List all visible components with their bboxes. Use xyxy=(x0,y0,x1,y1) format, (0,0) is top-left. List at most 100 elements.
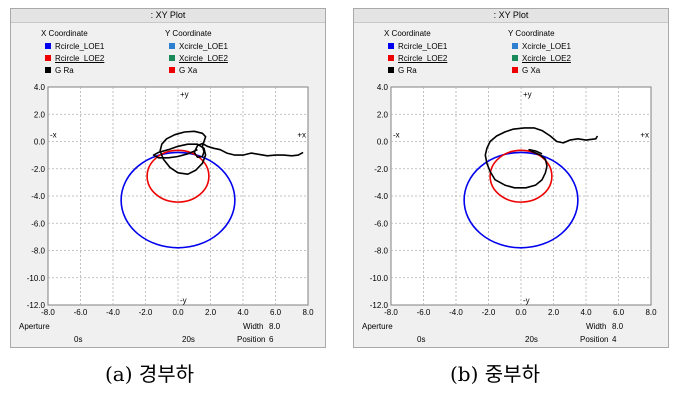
trajectory-line xyxy=(152,130,304,175)
legend-swatch xyxy=(388,43,394,49)
width-value[interactable]: 8.0 xyxy=(269,322,281,331)
legend-swatch xyxy=(45,55,51,61)
circle-2 xyxy=(489,149,553,203)
legend-label: Rcircle_LOE2 xyxy=(55,54,105,63)
xy-plot-window-a: : XY Plot X Coordinate Y Coordinate Rcir… xyxy=(10,8,326,348)
x-tick-label: 8.0 xyxy=(302,308,314,317)
axis-marker-pos-x: +x xyxy=(640,131,649,140)
legend-label: Rcircle_LOE1 xyxy=(55,42,105,51)
width-label: Width xyxy=(243,322,264,331)
caption-b: (b) 중부하 xyxy=(450,362,540,386)
legend-label: Xcircle_LOE1 xyxy=(522,42,571,51)
legend-label: Xcircle_LOE1 xyxy=(179,42,228,51)
axis-marker-pos-y: +y xyxy=(523,90,532,99)
legend-swatch xyxy=(512,55,518,61)
circle-2 xyxy=(146,149,210,203)
aperture-label: Aperture xyxy=(19,322,50,331)
y-tick-label: 2.0 xyxy=(34,110,46,119)
axis-marker-pos-x: +x xyxy=(297,131,306,140)
x-tick-label: 0.0 xyxy=(172,308,184,317)
y-tick-label: -10.0 xyxy=(370,274,389,283)
axis-marker-neg-y: -y xyxy=(180,296,187,305)
y-tick-label: 0.0 xyxy=(377,138,389,147)
x-tick-label: -8.0 xyxy=(384,308,398,317)
legend-swatch xyxy=(512,43,518,49)
legend-x-header: X Coordinate xyxy=(384,29,431,38)
legend-item-rcircle-loe1[interactable]: Rcircle_LOE1 xyxy=(45,42,104,52)
legend-label: G Ra xyxy=(398,66,417,75)
x-tick-label: 6.0 xyxy=(270,308,282,317)
x-tick-label: -2.0 xyxy=(482,308,496,317)
width-value[interactable]: 8.0 xyxy=(612,322,624,331)
legend-item-rcircle-loe2[interactable]: Rcircle_LOE2 xyxy=(45,54,104,64)
x-tick-label: 6.0 xyxy=(613,308,625,317)
legend-label: G Xa xyxy=(179,66,198,75)
axis-marker-neg-x: -x xyxy=(393,131,400,140)
legend-swatch xyxy=(169,43,175,49)
x-tick-label: 4.0 xyxy=(580,308,592,317)
legend-item-xcircle-loe1[interactable]: Xcircle_LOE1 xyxy=(512,42,571,52)
y-tick-label: -10.0 xyxy=(27,274,46,283)
legend-swatch xyxy=(169,55,175,61)
time-end: 20s xyxy=(182,335,195,344)
legend-item-g-ra[interactable]: G Ra xyxy=(388,66,417,76)
legend-label: G Xa xyxy=(522,66,541,75)
legend-item-rcircle-loe1[interactable]: Rcircle_LOE1 xyxy=(388,42,447,52)
legend-label: Xcircle_LOE2 xyxy=(179,54,228,63)
position-value[interactable]: 6 xyxy=(269,335,274,344)
y-tick-label: 4.0 xyxy=(377,83,389,92)
xy-plot-area[interactable]: -8.0 -6.0 -4.0 -2.0 0.0 2.0 4.0 6.0 8.0 4.0 2.0 0.0… xyxy=(354,9,670,349)
y-tick-label: -6.0 xyxy=(374,219,388,228)
window-title: : XY Plot xyxy=(354,9,668,23)
legend-y-header: Y Coordinate xyxy=(165,29,212,38)
x-tick-label: -8.0 xyxy=(41,308,55,317)
y-tick-label: -12.0 xyxy=(27,301,46,310)
x-tick-label: 8.0 xyxy=(645,308,657,317)
position-value[interactable]: 4 xyxy=(612,335,617,344)
y-tick-label: 4.0 xyxy=(34,83,46,92)
y-tick-label: -8.0 xyxy=(31,247,45,256)
xy-plot-area[interactable]: -8.0 -6.0 -4.0 -2.0 0.0 2.0 4.0 6.0 8.0 4.0 2.0 0.0… xyxy=(11,9,327,349)
legend-swatch xyxy=(388,67,394,73)
y-tick-label: -4.0 xyxy=(374,192,388,201)
y-tick-label: -2.0 xyxy=(31,165,45,174)
x-tick-label: -6.0 xyxy=(74,308,88,317)
y-tick-label: -12.0 xyxy=(370,301,389,310)
x-tick-label: 2.0 xyxy=(205,308,217,317)
legend-label: Rcircle_LOE1 xyxy=(398,42,448,51)
time-end: 20s xyxy=(525,335,538,344)
y-tick-label: 0.0 xyxy=(34,138,46,147)
legend-label: G Ra xyxy=(55,66,74,75)
trajectory-line xyxy=(484,127,599,189)
axis-marker-neg-y: -y xyxy=(523,296,530,305)
legend-item-g-xa[interactable]: G Xa xyxy=(169,66,197,76)
legend-item-xcircle-loe2[interactable]: Xcircle_LOE2 xyxy=(169,54,228,64)
y-tick-label: -6.0 xyxy=(31,219,45,228)
legend-item-rcircle-loe2[interactable]: Rcircle_LOE2 xyxy=(388,54,447,64)
y-tick-label: -2.0 xyxy=(374,165,388,174)
legend-item-g-xa[interactable]: G Xa xyxy=(512,66,540,76)
legend-swatch xyxy=(388,55,394,61)
legend-swatch xyxy=(45,67,51,73)
legend-swatch xyxy=(45,43,51,49)
legend-item-xcircle-loe2[interactable]: Xcircle_LOE2 xyxy=(512,54,571,64)
position-label: Position xyxy=(237,335,266,344)
width-label: Width xyxy=(586,322,607,331)
x-tick-label: -4.0 xyxy=(449,308,463,317)
y-tick-label: 2.0 xyxy=(377,110,389,119)
axis-marker-pos-y: +y xyxy=(180,90,189,99)
time-start: 0s xyxy=(417,335,426,344)
legend-item-g-ra[interactable]: G Ra xyxy=(45,66,74,76)
legend-swatch xyxy=(512,67,518,73)
position-label: Position xyxy=(580,335,609,344)
legend-item-xcircle-loe1[interactable]: Xcircle_LOE1 xyxy=(169,42,228,52)
caption-a: (a) 경부하 xyxy=(105,362,195,386)
legend-label: Rcircle_LOE2 xyxy=(398,54,448,63)
x-tick-label: 4.0 xyxy=(237,308,249,317)
legend-label: Xcircle_LOE2 xyxy=(522,54,571,63)
axis-marker-neg-x: -x xyxy=(50,131,57,140)
x-tick-label: -4.0 xyxy=(106,308,120,317)
window-title: : XY Plot xyxy=(11,9,325,23)
x-tick-label: 2.0 xyxy=(548,308,560,317)
x-tick-label: -6.0 xyxy=(417,308,431,317)
